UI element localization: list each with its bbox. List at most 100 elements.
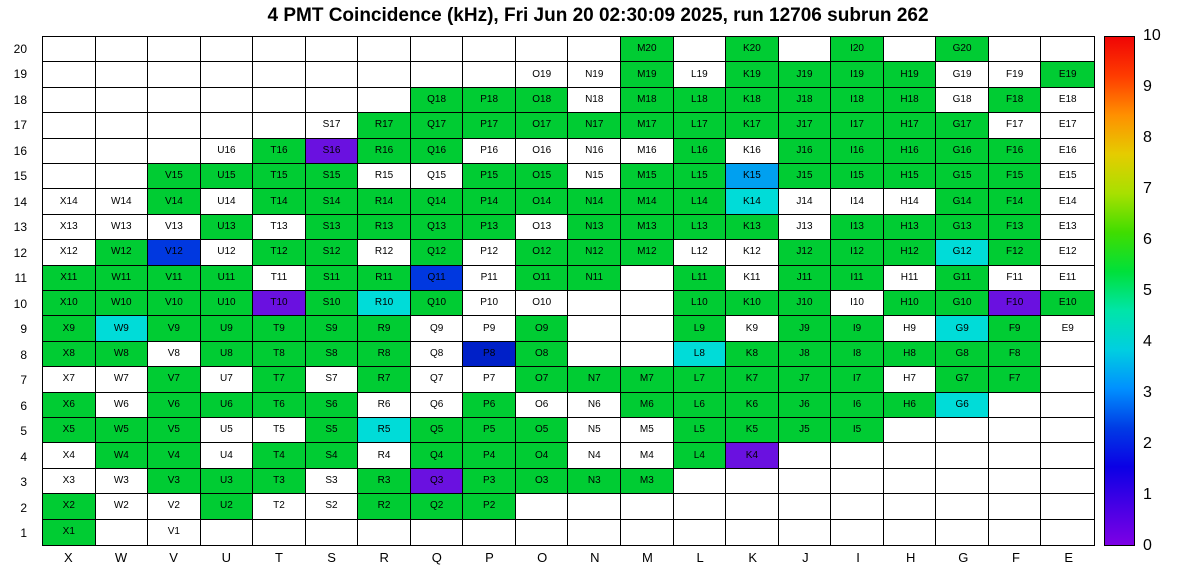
x-axis-label: G <box>958 550 969 565</box>
heatmap-cell: H15 <box>883 163 937 190</box>
heatmap-cell: P6 <box>463 392 516 418</box>
heatmap-cell: R16 <box>358 138 411 164</box>
heatmap-cell: Q10 <box>410 290 464 317</box>
heatmap-cell: O4 <box>515 443 569 469</box>
heatmap-cell: G7 <box>936 367 989 393</box>
heatmap-cell: H9 <box>883 316 937 342</box>
heatmap-cell: W12 <box>95 240 149 266</box>
heatmap-cell <box>726 494 779 520</box>
heatmap-cell: I15 <box>831 163 884 190</box>
heatmap-cell: F14 <box>988 189 1042 215</box>
heatmap-cell <box>883 37 937 63</box>
heatmap-cell: K12 <box>726 240 779 266</box>
x-axis-label: T <box>274 550 283 565</box>
heatmap-cell <box>358 37 411 63</box>
heatmap-cell: L12 <box>673 240 727 266</box>
heatmap-cell: Q7 <box>410 367 464 393</box>
heatmap-cell <box>778 468 832 495</box>
x-axis-label: I <box>856 550 860 565</box>
heatmap-cell: P13 <box>463 214 516 241</box>
x-axis-label: N <box>590 550 600 565</box>
heatmap-cell: S7 <box>305 367 359 393</box>
heatmap-cell: V6 <box>148 392 201 418</box>
heatmap-cell: G12 <box>936 240 989 266</box>
heatmap-cell: R6 <box>358 392 411 418</box>
heatmap-cell: T11 <box>253 265 306 291</box>
heatmap-cell: M12 <box>621 240 674 266</box>
heatmap-cell: T6 <box>253 392 306 418</box>
heatmap-cell: X11 <box>43 265 96 291</box>
heatmap-cell: I18 <box>831 87 884 114</box>
heatmap-cell: O10 <box>515 290 569 317</box>
y-axis-label: 12 <box>13 245 27 260</box>
heatmap-cell <box>831 519 884 545</box>
heatmap-cell: L9 <box>673 316 727 342</box>
heatmap-cell: R5 <box>358 417 411 444</box>
heatmap-cell: Q2 <box>410 494 464 520</box>
heatmap-cell <box>988 443 1042 469</box>
heatmap-cell: Q9 <box>410 316 464 342</box>
heatmap-cell: U13 <box>200 214 254 241</box>
heatmap-cell: L8 <box>673 341 727 368</box>
y-axis-label: 19 <box>13 67 27 82</box>
heatmap-cell: W9 <box>95 316 149 342</box>
heatmap-cell <box>253 62 306 88</box>
heatmap-cell: V9 <box>148 316 201 342</box>
heatmap-cell: H6 <box>883 392 937 418</box>
colorbar-tick-label: 5 <box>1143 282 1152 299</box>
x-axis-label: O <box>537 550 548 565</box>
heatmap-cell: Q16 <box>410 138 464 164</box>
heatmap-cell: O14 <box>515 189 569 215</box>
heatmap-cell <box>253 113 306 139</box>
heatmap-cell: X5 <box>43 417 96 444</box>
heatmap-cell: P14 <box>463 189 516 215</box>
heatmap-cell <box>358 62 411 88</box>
heatmap-cell: U10 <box>200 290 254 317</box>
heatmap-cell: T14 <box>253 189 306 215</box>
heatmap-cell <box>515 37 569 63</box>
heatmap-cell <box>988 37 1042 63</box>
x-axis-label: H <box>906 550 916 565</box>
heatmap-cell: N7 <box>568 367 622 393</box>
colorbar-tick-label: 7 <box>1143 180 1152 197</box>
heatmap-cell <box>883 417 937 444</box>
heatmap-cell: M3 <box>621 468 674 495</box>
heatmap-cell <box>148 113 201 139</box>
heatmap-cell: N4 <box>568 443 622 469</box>
heatmap-cell: J19 <box>778 62 832 88</box>
heatmap-cell: Q15 <box>410 163 464 190</box>
heatmap-cell: O5 <box>515 417 569 444</box>
heatmap-cell: P2 <box>463 494 516 520</box>
heatmap-cell <box>515 519 569 545</box>
y-axis-label: 2 <box>20 500 27 515</box>
heatmap-cell: L6 <box>673 392 727 418</box>
heatmap-cell <box>883 519 937 545</box>
heatmap-cell: X1 <box>43 519 96 545</box>
y-axis-label: 14 <box>13 194 27 209</box>
heatmap-cell <box>358 519 411 545</box>
heatmap-cell: M16 <box>621 138 674 164</box>
heatmap-cell: T9 <box>253 316 306 342</box>
x-axis-label: U <box>221 550 231 565</box>
heatmap-cell: X7 <box>43 367 96 393</box>
heatmap-cell: T15 <box>253 163 306 190</box>
heatmap-cell <box>148 87 201 114</box>
heatmap-cell: H12 <box>883 240 937 266</box>
heatmap-cell: L13 <box>673 214 727 241</box>
colorbar-tick-label: 6 <box>1143 231 1152 248</box>
heatmap-cell <box>1041 367 1094 393</box>
heatmap-cell: K13 <box>726 214 779 241</box>
heatmap-cell: H16 <box>883 138 937 164</box>
heatmap-cell: K17 <box>726 113 779 139</box>
heatmap-cell: R14 <box>358 189 411 215</box>
heatmap-cell <box>43 87 96 114</box>
heatmap-cell <box>410 519 464 545</box>
colorbar-tick-label: 3 <box>1143 384 1152 401</box>
heatmap-cell: R13 <box>358 214 411 241</box>
heatmap-cell: L10 <box>673 290 727 317</box>
heatmap-cell: M5 <box>621 417 674 444</box>
heatmap-cell: S17 <box>305 113 359 139</box>
heatmap-cell: S14 <box>305 189 359 215</box>
heatmap-cell: P3 <box>463 468 516 495</box>
heatmap-cell: W6 <box>95 392 149 418</box>
